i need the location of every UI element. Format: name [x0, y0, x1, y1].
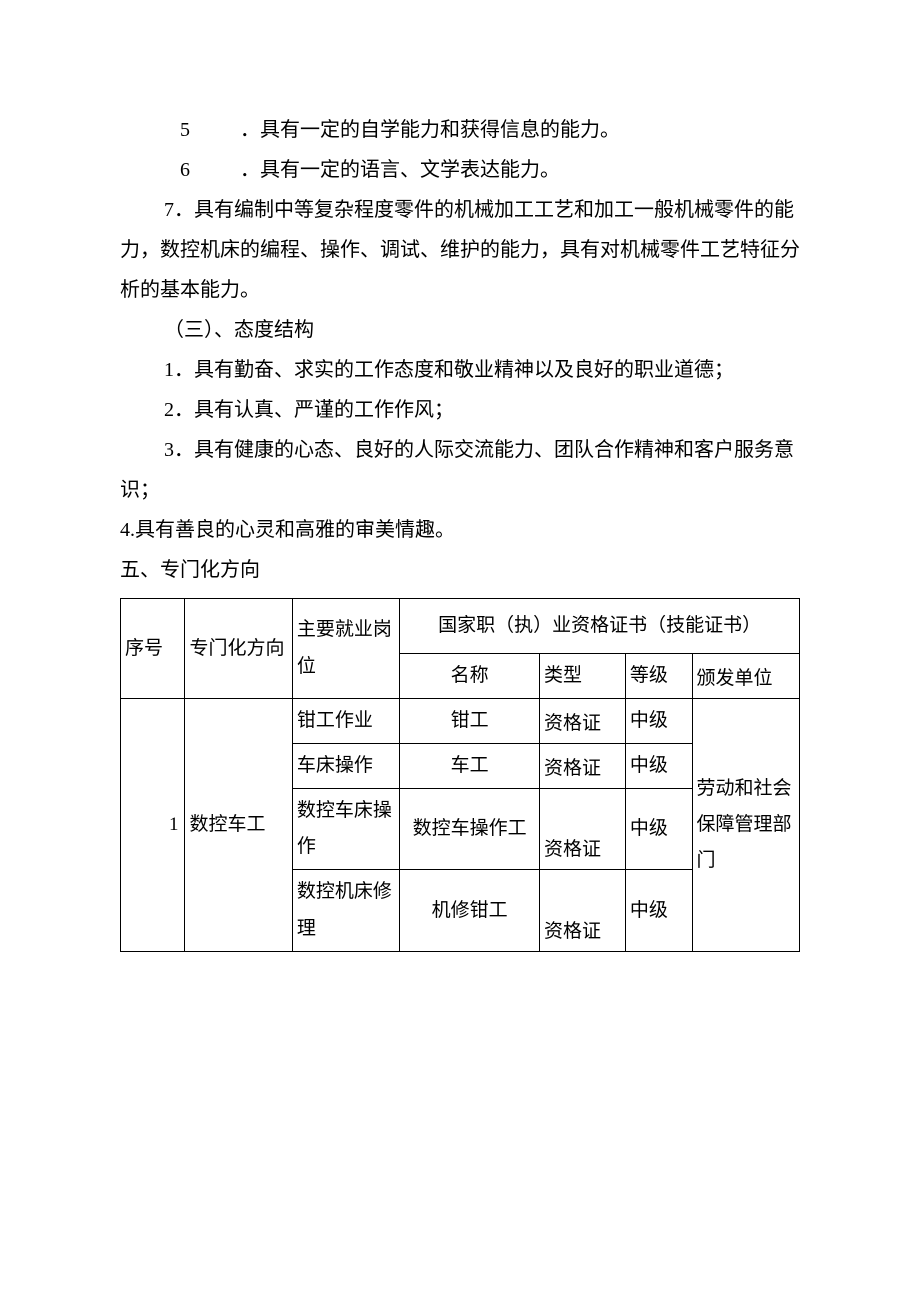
- cell-type: 资格证: [539, 744, 625, 789]
- header-cert-group: 国家职（执）业资格证书（技能证书）: [400, 599, 800, 654]
- header-job: 主要就业岗位: [292, 599, 399, 699]
- specialization-table: 序号 专门化方向 主要就业岗位 国家职（执）业资格证书（技能证书） 名称 类型 …: [120, 598, 800, 952]
- cell-level: 中级: [625, 699, 692, 744]
- section-heading-3: （三）、态度结构: [120, 310, 800, 350]
- header-cert-type: 类型: [539, 654, 625, 699]
- cell-name: 机修钳工: [400, 870, 540, 951]
- cell-name: 车工: [400, 744, 540, 789]
- cell-job: 车床操作: [292, 744, 399, 789]
- cell-type: 资格证: [539, 789, 625, 870]
- cell-job: 钳工作业: [292, 699, 399, 744]
- attitude-item-1: 1．具有勤奋、求实的工作态度和敬业精神以及良好的职业道德；: [120, 350, 800, 390]
- item-text: ．具有一定的语言、文学表达能力。: [240, 159, 560, 181]
- table-header-row-1: 序号 专门化方向 主要就业岗位 国家职（执）业资格证书（技能证书）: [121, 599, 800, 654]
- header-seq: 序号: [121, 599, 185, 699]
- cell-type: 资格证: [539, 699, 625, 744]
- cell-type: 资格证: [539, 870, 625, 951]
- list-item-7: 7．具有编制中等复杂程度零件的机械加工工艺和加工一般机械零件的能力，数控机床的编…: [120, 190, 800, 310]
- section-heading-5: 五、专门化方向: [120, 550, 800, 590]
- attitude-item-2: 2．具有认真、严谨的工作作风；: [120, 390, 800, 430]
- table-row: 1 数控车工 钳工作业 钳工 资格证 中级 劳动和社会保障管理部门: [121, 699, 800, 744]
- document-body: 5．具有一定的自学能力和获得信息的能力。 6．具有一定的语言、文学表达能力。 7…: [120, 110, 800, 952]
- list-item-5: 5．具有一定的自学能力和获得信息的能力。: [120, 110, 800, 150]
- attitude-item-4: 4.具有善良的心灵和高雅的审美情趣。: [120, 510, 800, 550]
- cell-level: 中级: [625, 789, 692, 870]
- cell-seq: 1: [121, 699, 185, 952]
- cell-level: 中级: [625, 870, 692, 951]
- header-cert-name: 名称: [400, 654, 540, 699]
- item-number: 5: [180, 110, 240, 150]
- list-item-6: 6．具有一定的语言、文学表达能力。: [120, 150, 800, 190]
- cell-job: 数控机床修理: [292, 870, 399, 951]
- attitude-item-3: 3．具有健康的心态、良好的人际交流能力、团队合作精神和客户服务意识；: [120, 430, 800, 510]
- cell-issuer: 劳动和社会保障管理部门: [692, 699, 800, 952]
- cell-job: 数控车床操作: [292, 789, 399, 870]
- cell-level: 中级: [625, 744, 692, 789]
- header-cert-issuer: 颁发单位: [692, 654, 800, 699]
- cell-direction: 数控车工: [185, 699, 292, 952]
- cell-name: 数控车操作工: [400, 789, 540, 870]
- header-cert-level: 等级: [625, 654, 692, 699]
- cell-name: 钳工: [400, 699, 540, 744]
- item-text: ．具有一定的自学能力和获得信息的能力。: [240, 119, 620, 141]
- item-number: 6: [180, 150, 240, 190]
- header-direction: 专门化方向: [185, 599, 292, 699]
